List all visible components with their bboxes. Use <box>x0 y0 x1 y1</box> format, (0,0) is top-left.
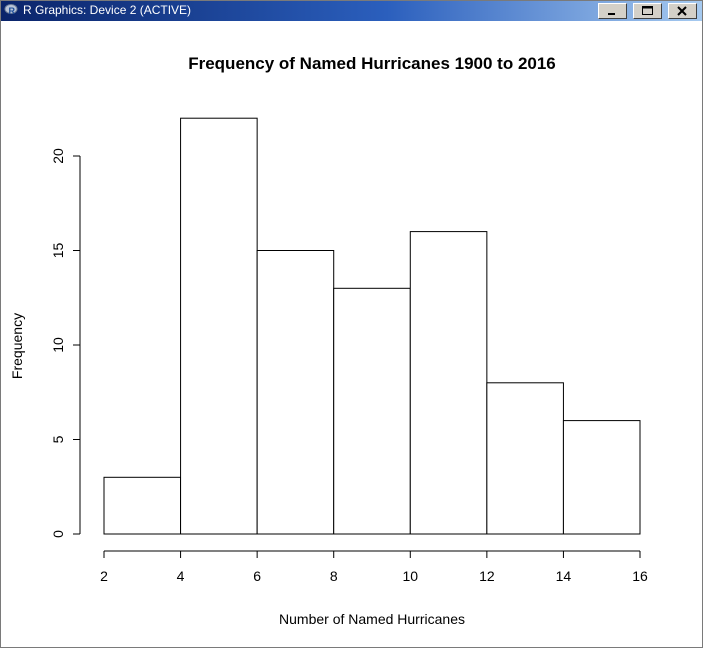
x-tick-label: 6 <box>253 568 261 584</box>
histogram-bar-2 <box>180 117 258 535</box>
chart-title: Frequency of Named Hurricanes 1900 to 20… <box>188 54 556 73</box>
histogram-plot: Frequency of Named Hurricanes 1900 to 20… <box>9 54 648 627</box>
x-tick-label: 16 <box>632 568 648 584</box>
x-axis-label: Number of Named Hurricanes <box>279 611 465 627</box>
y-tick-label: 20 <box>50 148 66 164</box>
histogram-bar-1 <box>103 476 182 535</box>
close-button[interactable] <box>668 3 697 19</box>
x-tick-label: 10 <box>402 568 418 584</box>
histogram-bar-6 <box>486 382 564 535</box>
y-axis-label: Frequency <box>9 313 25 379</box>
y-tick-label: 5 <box>50 435 66 443</box>
x-tick-label: 12 <box>479 568 495 584</box>
y-tick-label: 15 <box>50 243 66 259</box>
histogram-bar-7 <box>562 420 641 535</box>
window-title: R Graphics: Device 2 (ACTIVE) <box>23 3 192 17</box>
y-tick-label: 0 <box>50 530 66 538</box>
r-logo-icon: R <box>4 4 18 16</box>
y-axis: 0 5 10 15 20 <box>50 148 81 538</box>
minimize-icon <box>608 13 615 15</box>
close-icon <box>677 6 687 16</box>
histogram-bar-5 <box>409 231 488 535</box>
y-tick-label: 10 <box>50 337 66 353</box>
histogram-bar-4 <box>333 287 411 535</box>
title-bar[interactable]: R R Graphics: Device 2 (ACTIVE) <box>1 1 702 21</box>
bars <box>103 117 641 535</box>
minimize-button[interactable] <box>598 3 627 19</box>
histogram-bar-3 <box>256 250 335 535</box>
svg-text:R: R <box>9 6 16 16</box>
x-tick-label: 14 <box>556 568 572 584</box>
x-tick-label: 4 <box>177 568 185 584</box>
maximize-button[interactable] <box>633 3 662 19</box>
x-axis: 2 4 6 8 10 12 14 16 <box>100 550 648 584</box>
maximize-icon <box>642 6 653 15</box>
x-tick-label: 2 <box>100 568 108 584</box>
x-tick-label: 8 <box>330 568 338 584</box>
